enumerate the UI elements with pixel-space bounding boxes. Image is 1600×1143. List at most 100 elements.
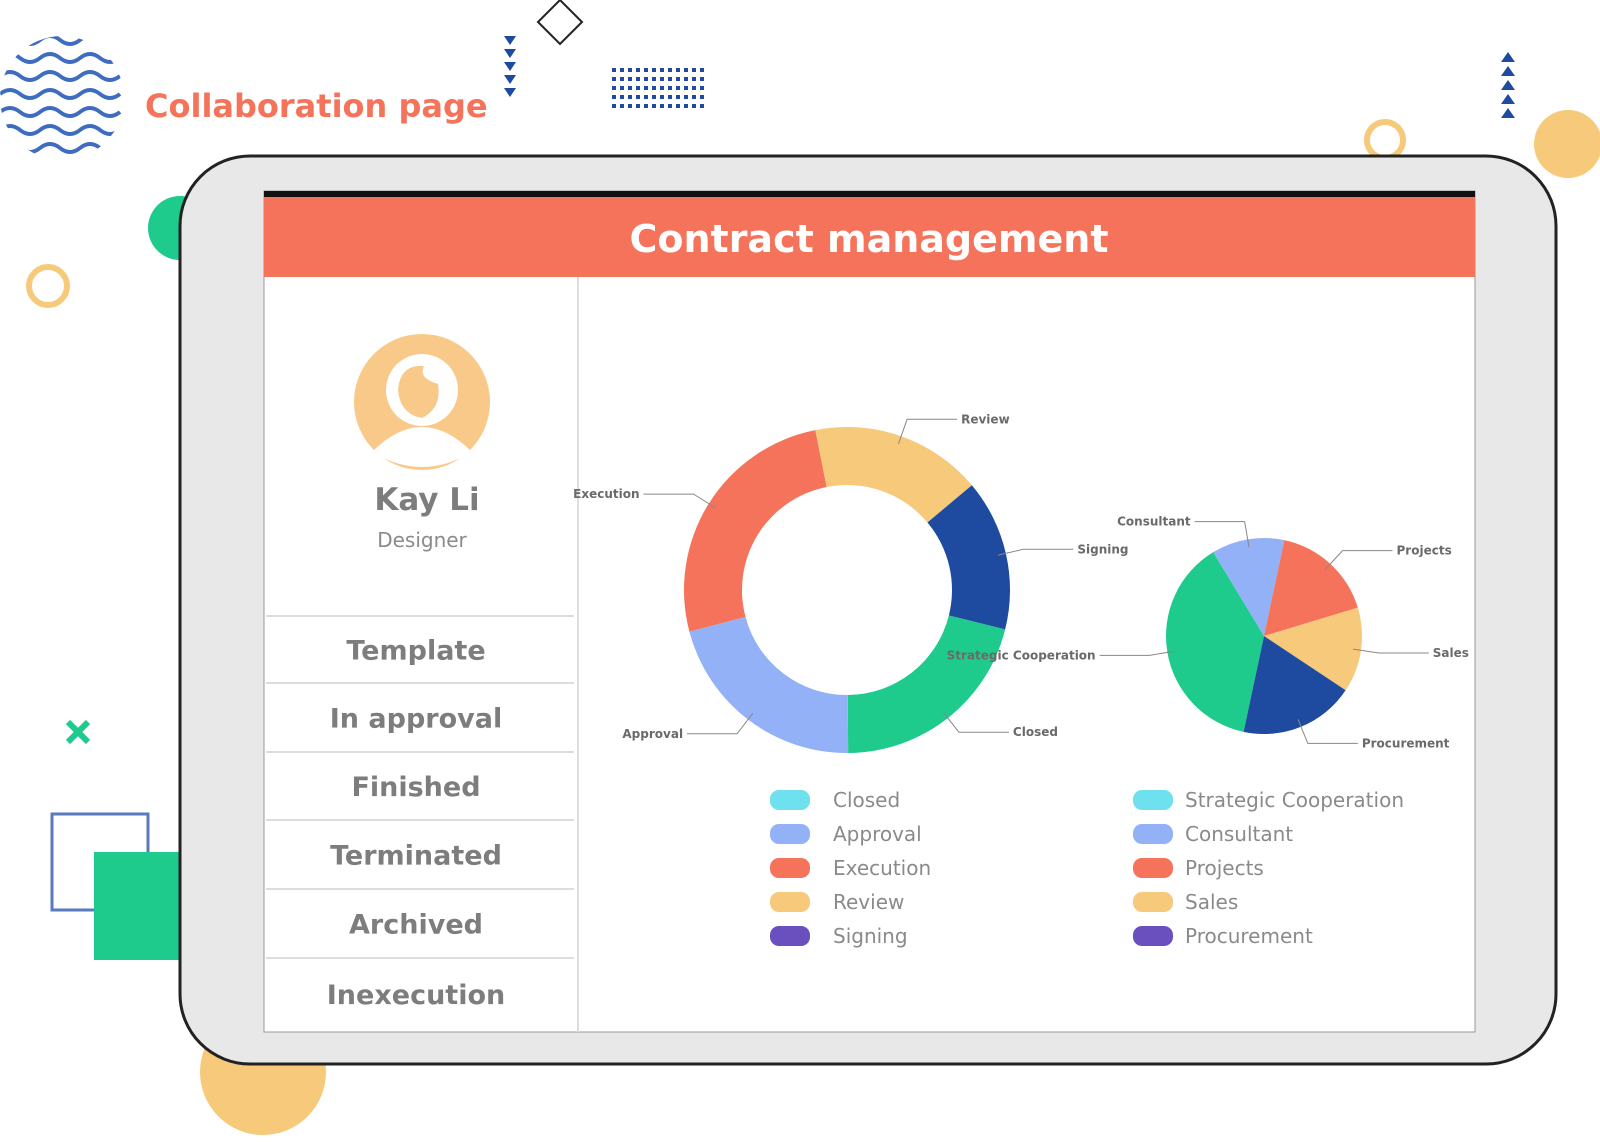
legend-label: Execution (833, 856, 931, 880)
dot (700, 95, 704, 99)
decoration (0, 36, 122, 154)
dot (684, 95, 688, 99)
dot (636, 86, 640, 90)
menu-item[interactable]: Template (346, 636, 485, 667)
dot (676, 68, 680, 72)
legend-swatch (1133, 892, 1173, 912)
decoration (1364, 119, 1406, 161)
callout-label: Projects (1397, 544, 1452, 558)
dot (692, 104, 696, 108)
legend-swatch (1133, 926, 1173, 946)
dot (612, 68, 616, 72)
dot (700, 68, 704, 72)
dot (644, 77, 648, 81)
callout-line (1352, 648, 1429, 654)
dot (684, 68, 688, 72)
callout-line (997, 548, 1074, 556)
dot (676, 77, 680, 81)
legend-swatch (770, 892, 810, 912)
dot (620, 86, 624, 90)
dot (652, 95, 656, 99)
callout-label: Strategic Cooperation (947, 648, 1096, 662)
dot (620, 104, 624, 108)
legend-swatch (1133, 858, 1173, 878)
callout-line (643, 493, 716, 509)
dot (652, 77, 656, 81)
callout-line (1194, 521, 1250, 548)
decoration (536, 0, 584, 46)
dot (644, 104, 648, 108)
dot (612, 77, 616, 81)
legend-label: Review (833, 890, 904, 914)
dot (628, 104, 632, 108)
dot (628, 86, 632, 90)
decoration (504, 36, 1515, 118)
dot (668, 95, 672, 99)
dot (636, 104, 640, 108)
legend-label: Strategic Cooperation (1185, 788, 1404, 812)
menu-item[interactable]: Inexecution (327, 980, 505, 1011)
dot (660, 77, 664, 81)
dot (652, 104, 656, 108)
profile-name: Kay Li (374, 482, 479, 518)
callout-label: Procurement (1362, 736, 1450, 750)
decoration (65, 719, 91, 745)
dot (668, 68, 672, 72)
dot (652, 86, 656, 90)
dot (700, 86, 704, 90)
callout-line (898, 418, 958, 444)
dot (644, 68, 648, 72)
dot (692, 95, 696, 99)
dot (668, 86, 672, 90)
callout-label: Closed (1013, 725, 1058, 739)
dot (612, 95, 616, 99)
legend-label: Approval (833, 822, 922, 846)
legend-swatch (770, 926, 810, 946)
pie-slice (1243, 636, 1346, 734)
callout-line (942, 711, 1009, 733)
dot (684, 86, 688, 90)
legend-label: Closed (833, 788, 900, 812)
app-header (264, 197, 1475, 277)
legend-swatch (1133, 824, 1173, 844)
dot (620, 68, 624, 72)
dot (612, 104, 616, 108)
menu-item[interactable]: Terminated (330, 841, 502, 872)
dot (644, 86, 648, 90)
menu-item[interactable]: Archived (349, 910, 483, 941)
dot (652, 68, 656, 72)
dot (700, 104, 704, 108)
donut-segment (927, 485, 1010, 630)
donut-segment (847, 615, 1006, 753)
legend-label: Procurement (1185, 924, 1313, 948)
dot (628, 68, 632, 72)
legend-swatch (1133, 790, 1173, 810)
dot (644, 95, 648, 99)
legend-swatch (770, 790, 810, 810)
menu-item[interactable]: Finished (351, 772, 480, 803)
callout-label: Consultant (1117, 515, 1191, 529)
pie-slice (1264, 607, 1362, 691)
dot (676, 95, 680, 99)
dot (668, 77, 672, 81)
dot (660, 86, 664, 90)
dot (628, 77, 632, 81)
legend-label: Signing (833, 924, 908, 948)
decoration (94, 852, 194, 960)
dot (612, 86, 616, 90)
callout-label: Sales (1433, 646, 1469, 660)
dot (636, 68, 640, 72)
donut-segment (689, 616, 849, 754)
avatar (354, 334, 490, 470)
callout-label: Execution (573, 487, 639, 501)
donut-segment (815, 427, 972, 523)
dot (628, 95, 632, 99)
dot (692, 68, 696, 72)
callout-label: Review (961, 412, 1010, 426)
callout-line (1099, 650, 1176, 656)
decoration (26, 264, 70, 308)
dot (660, 68, 664, 72)
menu-item[interactable]: In approval (330, 704, 502, 735)
profile-role: Designer (377, 528, 467, 552)
